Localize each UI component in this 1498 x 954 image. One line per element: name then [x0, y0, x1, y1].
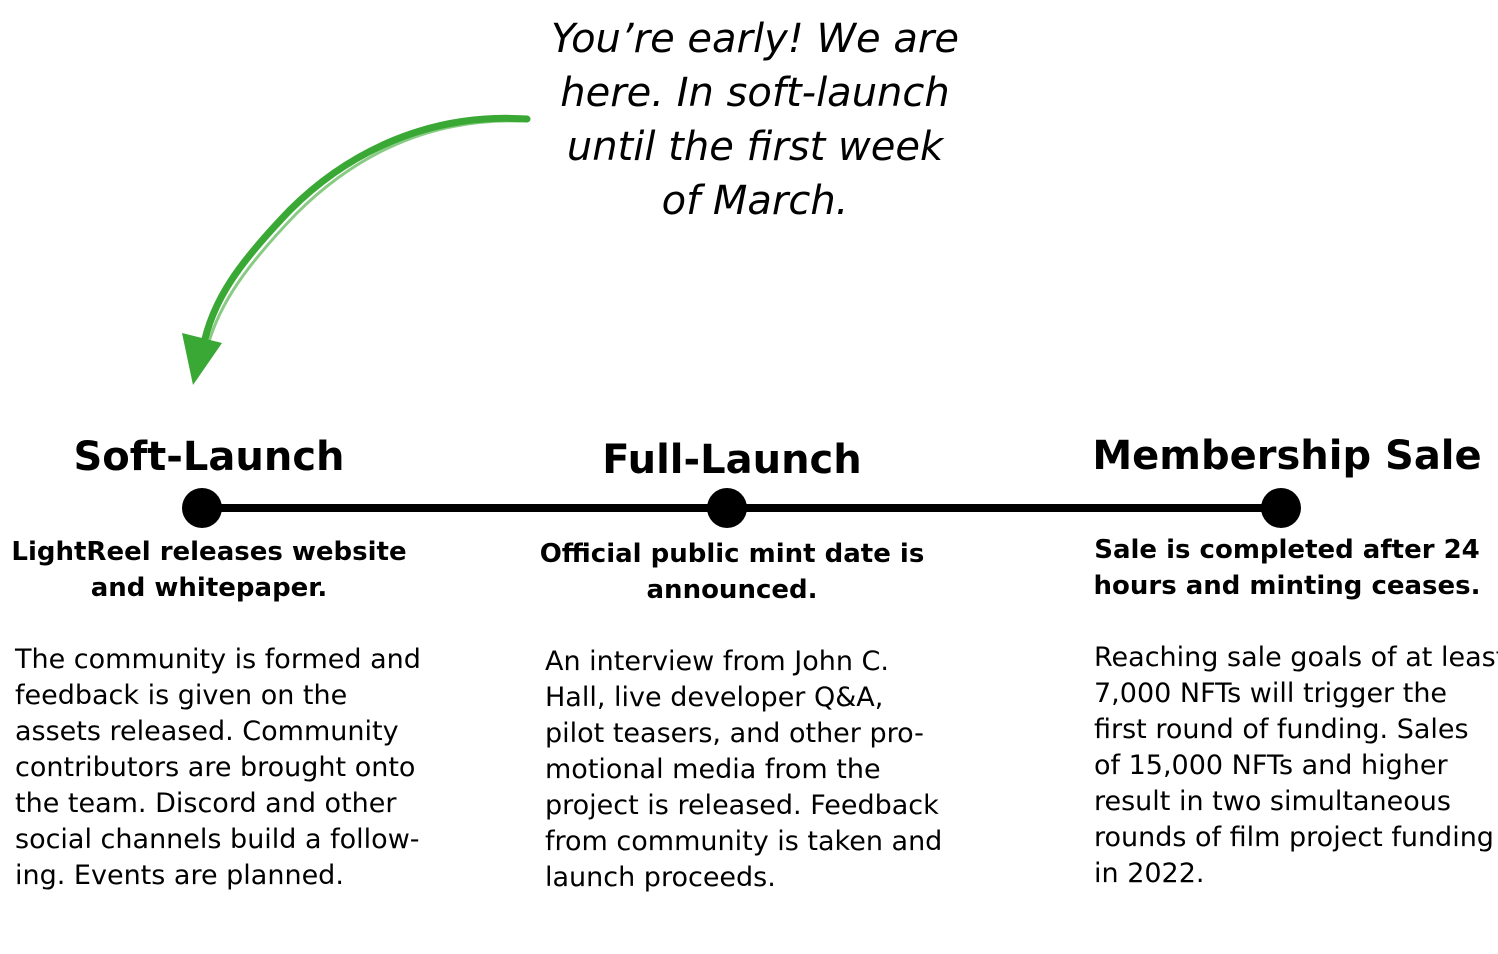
body-line: project is released. Feedback [545, 790, 939, 821]
body-line: launch proceeds. [545, 862, 776, 893]
subtitle-line: announced. [646, 575, 818, 605]
body-line: rounds of film project funding [1094, 822, 1494, 853]
body-line: assets released. Community [15, 716, 399, 747]
body-line: the team. Discord and other [15, 788, 397, 819]
milestone-body-full-launch: An interview from John C. Hall, live dev… [545, 644, 942, 896]
body-line: in 2022. [1094, 858, 1205, 889]
milestone-dot-soft-launch [182, 488, 222, 528]
milestone-subtitle-full-launch: Official public mint date is announced. [540, 536, 925, 608]
body-line: social channels build a follow- [15, 824, 420, 855]
milestone-title-full-launch: Full-Launch [602, 437, 862, 483]
callout-line: You’re early! We are [551, 16, 959, 62]
milestone-subtitle-soft-launch: LightReel releases website and whitepape… [11, 534, 406, 606]
callout-line: of March. [661, 178, 849, 224]
body-line: 7,000 NFTs will trigger the [1094, 678, 1448, 709]
body-line: contributors are brought onto [15, 752, 416, 783]
arrow-head [182, 333, 222, 385]
you-are-here-callout: You’re early! We are here. In soft-launc… [520, 12, 990, 228]
body-line: ing. Events are planned. [15, 860, 344, 891]
milestone-body-soft-launch: The community is formed and feedback is … [15, 642, 421, 894]
body-line: pilot teasers, and other pro- [545, 718, 924, 749]
callout-line: here. In soft-launch [560, 70, 950, 116]
milestone-title-membership-sale: Membership Sale [1092, 433, 1482, 479]
callout-line: until the first week [566, 124, 944, 170]
milestone-subtitle-membership-sale: Sale is completed after 24 hours and min… [1093, 532, 1480, 604]
body-line: The community is formed and [15, 644, 421, 675]
subtitle-line: and whitepaper. [90, 573, 328, 603]
body-line: from community is taken and [545, 826, 943, 857]
body-line: of 15,000 NFTs and higher [1094, 750, 1448, 781]
body-line: result in two simultaneous [1094, 786, 1451, 817]
body-line: An interview from John C. [545, 646, 889, 677]
milestone-dot-full-launch [707, 488, 747, 528]
body-line: feedback is given on the [15, 680, 348, 711]
arrow-shaft [199, 114, 531, 352]
body-line: Hall, live developer Q&A, [545, 682, 884, 713]
subtitle-line: LightReel releases website [11, 537, 407, 567]
body-line: first round of funding. Sales [1094, 714, 1469, 745]
milestone-title-soft-launch: Soft-Launch [73, 434, 345, 480]
subtitle-line: Sale is completed after 24 [1094, 535, 1480, 565]
milestone-dot-membership-sale [1261, 488, 1301, 528]
body-line: motional media from the [545, 754, 881, 785]
arrow-shaft-texture [206, 119, 522, 347]
body-line: Reaching sale goals of at least [1094, 642, 1498, 673]
milestone-body-membership-sale: Reaching sale goals of at least 7,000 NF… [1094, 640, 1498, 892]
subtitle-line: hours and minting ceases. [1093, 571, 1481, 601]
subtitle-line: Official public mint date is [539, 539, 925, 569]
